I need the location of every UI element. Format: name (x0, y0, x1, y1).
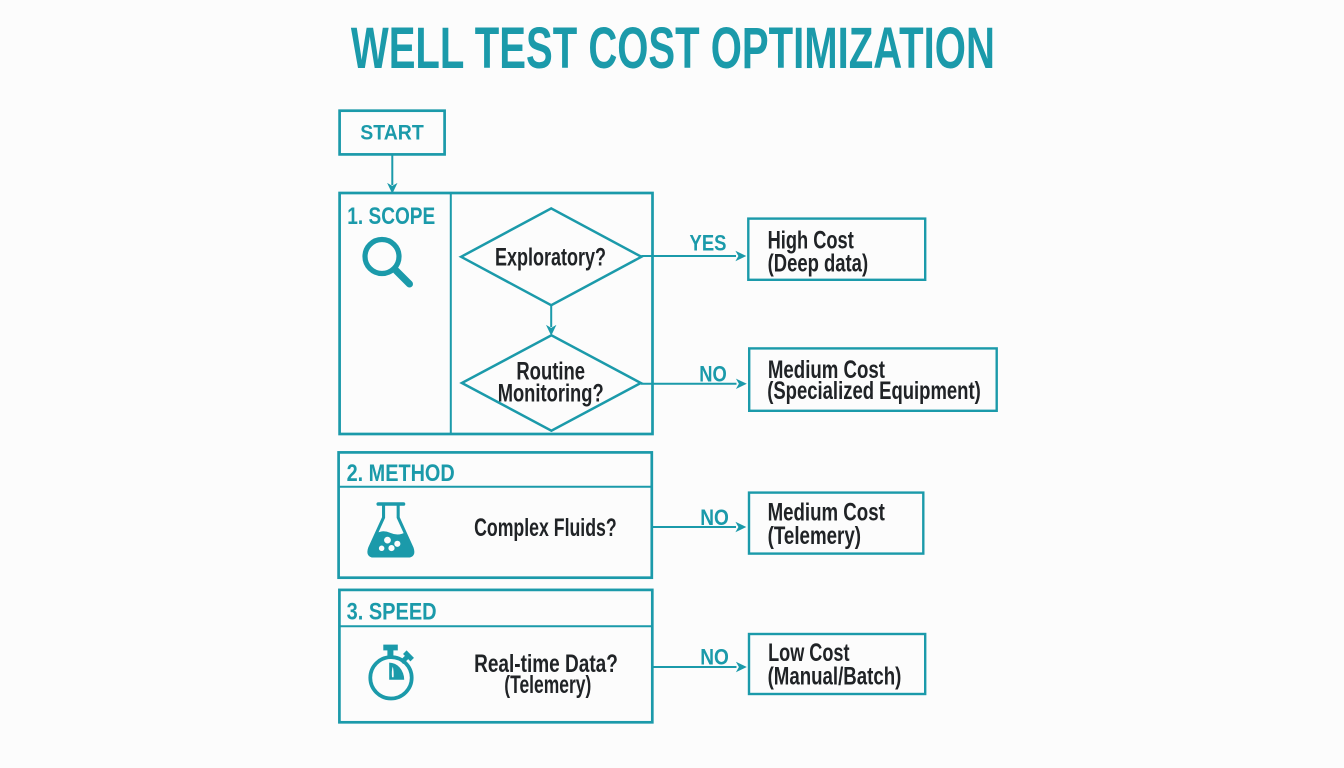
svg-text:Routine: Routine (516, 358, 585, 386)
svg-text:Exploratory?: Exploratory? (495, 244, 606, 272)
svg-text:(Telemery): (Telemery) (504, 671, 591, 699)
svg-text:NO: NO (700, 644, 729, 669)
svg-text:Complex Fluids?: Complex Fluids? (474, 514, 617, 542)
svg-text:YES: YES (690, 231, 727, 256)
svg-text:3. SPEED: 3. SPEED (347, 598, 437, 625)
svg-text:Low Cost: Low Cost (768, 639, 850, 667)
svg-text:(Specialized Equipment): (Specialized Equipment) (767, 377, 981, 405)
svg-text:(Manual/Batch): (Manual/Batch) (768, 663, 902, 691)
svg-text:NO: NO (700, 505, 729, 530)
svg-text:2. METHOD: 2. METHOD (347, 460, 455, 487)
svg-text:NO: NO (699, 361, 727, 386)
svg-text:Medium Cost: Medium Cost (768, 356, 886, 384)
svg-text:WELL TEST COST OPTIMIZATION: WELL TEST COST OPTIMIZATION (351, 16, 995, 81)
svg-text:(Telemery): (Telemery) (768, 522, 861, 550)
svg-text:Monitoring?: Monitoring? (498, 380, 604, 408)
svg-text:(Deep data): (Deep data) (768, 250, 869, 278)
svg-text:High Cost: High Cost (768, 226, 855, 254)
svg-text:Medium Cost: Medium Cost (768, 499, 886, 527)
svg-text:START: START (360, 121, 424, 144)
svg-text:Real-time Data?: Real-time Data? (474, 650, 618, 678)
svg-text:1. SCOPE: 1. SCOPE (347, 203, 435, 230)
